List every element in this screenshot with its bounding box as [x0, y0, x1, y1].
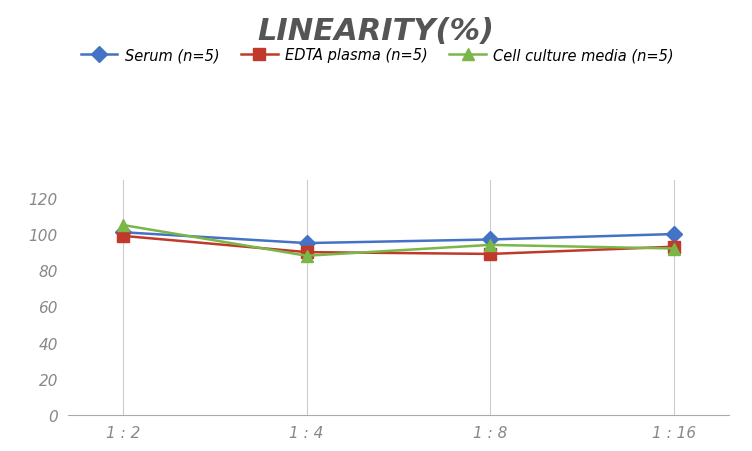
EDTA plasma (n=5)	[670, 244, 679, 250]
Text: LINEARITY(%): LINEARITY(%)	[257, 17, 495, 46]
Line: EDTA plasma (n=5): EDTA plasma (n=5)	[117, 231, 680, 260]
Cell culture media (n=5)	[118, 223, 127, 228]
EDTA plasma (n=5)	[118, 234, 127, 239]
Line: Cell culture media (n=5): Cell culture media (n=5)	[117, 219, 681, 262]
Serum (n=5)	[118, 230, 127, 235]
Line: Serum (n=5): Serum (n=5)	[117, 227, 680, 249]
Serum (n=5)	[486, 237, 495, 243]
Cell culture media (n=5)	[302, 253, 311, 259]
Cell culture media (n=5)	[486, 243, 495, 248]
Legend: Serum (n=5), EDTA plasma (n=5), Cell culture media (n=5): Serum (n=5), EDTA plasma (n=5), Cell cul…	[75, 42, 680, 69]
EDTA plasma (n=5)	[486, 252, 495, 257]
EDTA plasma (n=5)	[302, 250, 311, 255]
Serum (n=5)	[670, 232, 679, 237]
Cell culture media (n=5)	[670, 246, 679, 252]
Serum (n=5)	[302, 241, 311, 246]
